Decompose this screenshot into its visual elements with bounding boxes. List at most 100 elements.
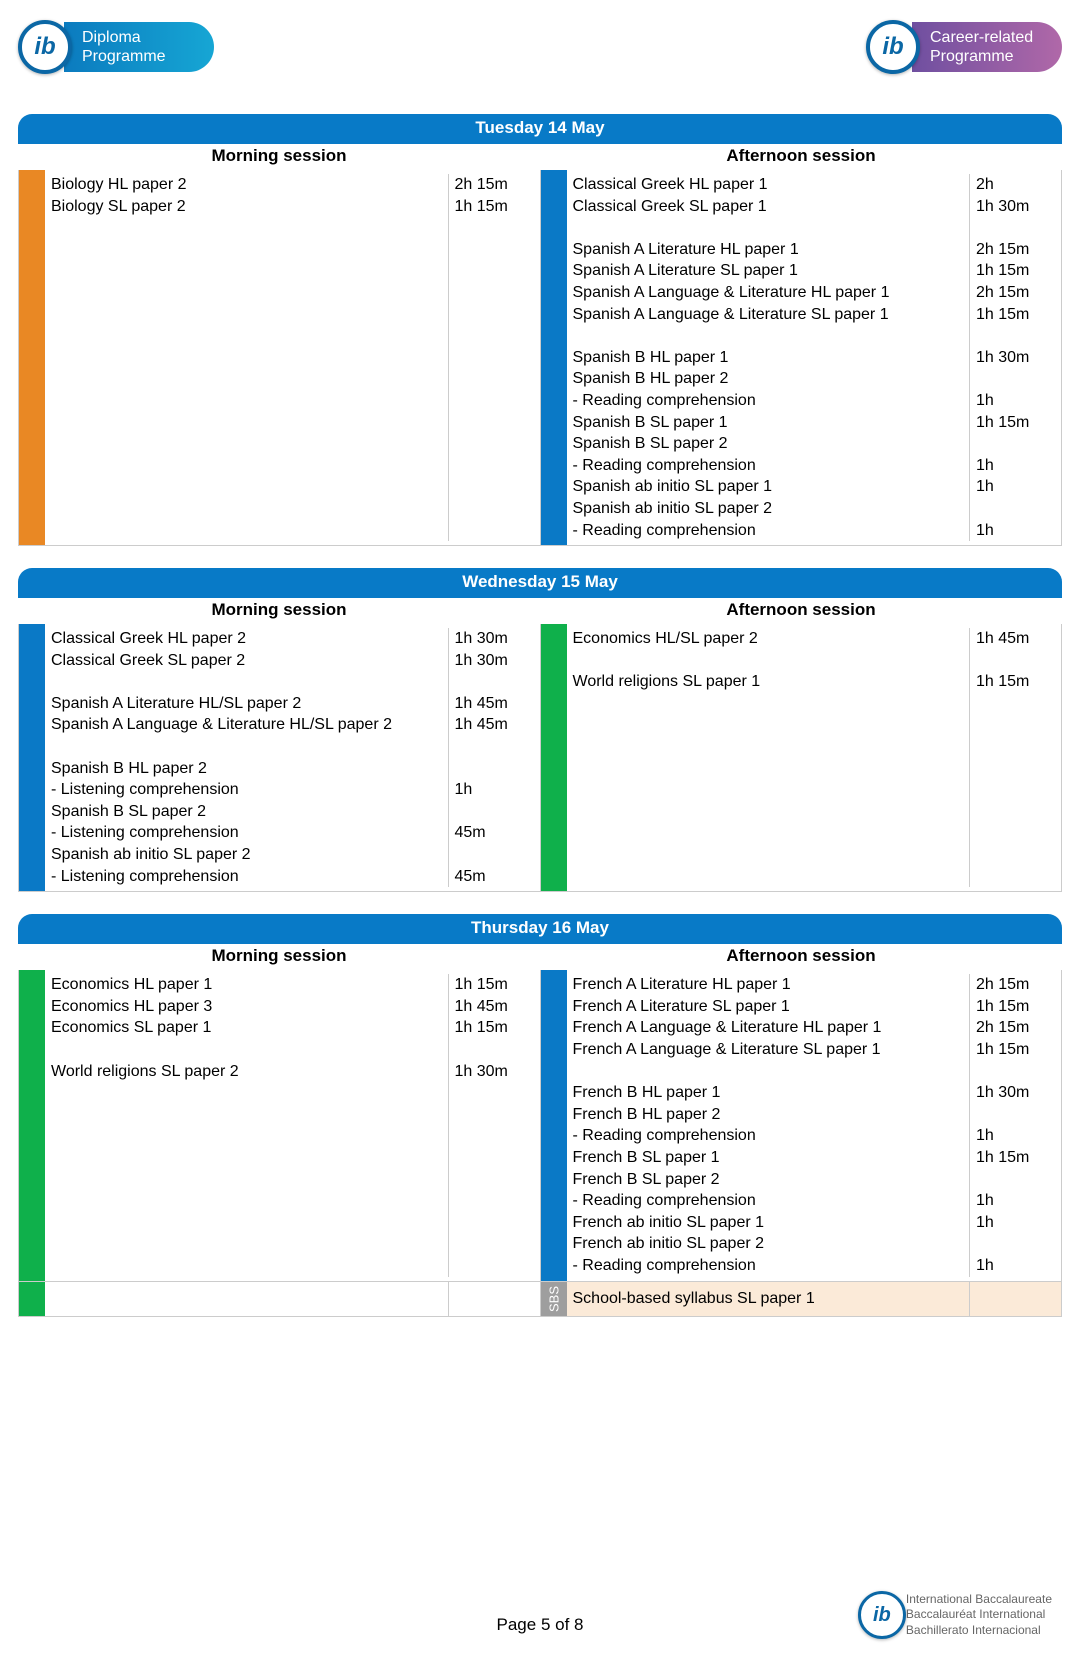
exam-name bbox=[51, 736, 448, 758]
exam-duration bbox=[455, 1233, 540, 1255]
exam-duration bbox=[455, 520, 540, 542]
exam-name bbox=[573, 650, 970, 672]
footer-line: International Baccalaureate bbox=[906, 1592, 1052, 1608]
color-stripe bbox=[541, 970, 567, 1280]
exam-duration bbox=[455, 1039, 540, 1061]
exam-duration: 1h bbox=[455, 779, 540, 801]
exam-duration bbox=[976, 844, 1061, 866]
exam-duration bbox=[455, 1169, 540, 1191]
diploma-label: Diploma Programme bbox=[64, 22, 214, 72]
exam-schedule: Tuesday 14 MayMorning sessionAfternoon s… bbox=[18, 114, 1062, 1317]
exam-name bbox=[51, 1125, 448, 1147]
exam-name: Spanish A Language & Literature SL paper… bbox=[573, 304, 970, 326]
exam-name: Spanish A Literature HL paper 1 bbox=[573, 239, 970, 261]
exam-duration: 1h 15m bbox=[976, 1039, 1061, 1061]
footer-line: Baccalauréat International bbox=[906, 1607, 1052, 1623]
exam-duration: 2h 15m bbox=[976, 282, 1061, 304]
exam-duration: 1h bbox=[976, 455, 1061, 477]
exam-column: Classical Greek HL paper 2Classical Gree… bbox=[45, 628, 448, 887]
exam-duration bbox=[976, 368, 1061, 390]
exam-duration: 1h 15m bbox=[455, 196, 540, 218]
career-label: Career-related Programme bbox=[912, 22, 1062, 72]
exam-name: French A Language & Literature HL paper … bbox=[573, 1017, 970, 1039]
exam-duration bbox=[455, 390, 540, 412]
exam-name: - Reading comprehension bbox=[573, 1190, 970, 1212]
day-title: Tuesday 14 May bbox=[18, 114, 1062, 144]
exam-column: French A Literature HL paper 1French A L… bbox=[567, 974, 970, 1276]
exam-name bbox=[51, 476, 448, 498]
morning-session: Economics HL paper 1Economics HL paper 3… bbox=[19, 970, 540, 1280]
page-number: Page 5 of 8 bbox=[497, 1615, 584, 1634]
exam-name bbox=[51, 325, 448, 347]
exam-duration bbox=[976, 650, 1061, 672]
exam-duration bbox=[976, 736, 1061, 758]
exam-name bbox=[573, 822, 970, 844]
morning-header: Morning session bbox=[18, 144, 540, 170]
career-line1: Career-related bbox=[930, 28, 1034, 47]
exam-duration: 2h 15m bbox=[976, 974, 1061, 996]
exam-name: Spanish A Literature SL paper 1 bbox=[573, 260, 970, 282]
exam-name bbox=[573, 758, 970, 780]
exam-duration bbox=[455, 1212, 540, 1234]
diploma-programme-logo: ib Diploma Programme bbox=[18, 20, 214, 74]
exam-duration: 1h 15m bbox=[976, 1147, 1061, 1169]
exam-column: Biology HL paper 2Biology SL paper 2 bbox=[45, 174, 448, 541]
sbs-exam-name: School-based syllabus SL paper 1 bbox=[567, 1282, 970, 1316]
exam-name bbox=[573, 325, 970, 347]
exam-duration bbox=[976, 822, 1061, 844]
color-stripe bbox=[19, 970, 45, 1280]
exam-duration bbox=[976, 779, 1061, 801]
exam-duration bbox=[455, 217, 540, 239]
exam-duration bbox=[455, 455, 540, 477]
exam-name: - Reading comprehension bbox=[573, 1255, 970, 1277]
exam-name: Spanish ab initio SL paper 1 bbox=[573, 476, 970, 498]
exam-duration: 1h 45m bbox=[455, 996, 540, 1018]
exam-duration: 1h 15m bbox=[976, 260, 1061, 282]
color-stripe bbox=[541, 170, 567, 545]
exam-name bbox=[51, 1147, 448, 1169]
exam-name: Spanish B HL paper 2 bbox=[51, 758, 448, 780]
exam-name: French B HL paper 2 bbox=[573, 1104, 970, 1126]
exam-name: - Reading comprehension bbox=[573, 1125, 970, 1147]
exam-duration: 2h 15m bbox=[976, 1017, 1061, 1039]
footer-text: International Baccalaureate Baccalauréat… bbox=[906, 1592, 1052, 1639]
exam-duration: 1h 45m bbox=[455, 714, 540, 736]
exam-name: - Listening comprehension bbox=[51, 822, 448, 844]
exam-name: World religions SL paper 1 bbox=[573, 671, 970, 693]
exam-name: French B HL paper 1 bbox=[573, 1082, 970, 1104]
duration-column: 2h1h 30m 2h 15m1h 15m2h 15m1h 15m 1h 30m… bbox=[969, 174, 1061, 541]
exam-name bbox=[51, 239, 448, 261]
exam-duration: 1h 45m bbox=[976, 628, 1061, 650]
exam-duration bbox=[976, 1104, 1061, 1126]
exam-name: Classical Greek SL paper 2 bbox=[51, 650, 448, 672]
exam-duration: 1h 15m bbox=[455, 1017, 540, 1039]
exam-name: Spanish A Literature HL/SL paper 2 bbox=[51, 693, 448, 715]
exam-duration: 1h 15m bbox=[455, 974, 540, 996]
exam-column: Economics HL/SL paper 2 World religions … bbox=[567, 628, 970, 887]
exam-duration bbox=[455, 736, 540, 758]
exam-name: Biology HL paper 2 bbox=[51, 174, 448, 196]
exam-duration: 1h bbox=[976, 1212, 1061, 1234]
exam-name bbox=[51, 368, 448, 390]
exam-name: Economics HL/SL paper 2 bbox=[573, 628, 970, 650]
afternoon-session: Classical Greek HL paper 1Classical Gree… bbox=[540, 170, 1062, 545]
afternoon-session: French A Literature HL paper 1French A L… bbox=[540, 970, 1062, 1280]
duration-column: 1h 30m1h 30m 1h 45m1h 45m 1h 45m 45m bbox=[448, 628, 540, 887]
exam-duration bbox=[455, 476, 540, 498]
exam-duration: 1h 30m bbox=[455, 650, 540, 672]
day-title: Wednesday 15 May bbox=[18, 568, 1062, 598]
exam-duration bbox=[455, 1082, 540, 1104]
exam-duration bbox=[455, 433, 540, 455]
exam-name: Biology SL paper 2 bbox=[51, 196, 448, 218]
exam-name: - Listening comprehension bbox=[51, 866, 448, 888]
exam-duration bbox=[455, 1104, 540, 1126]
exam-name bbox=[573, 844, 970, 866]
duration-column: 1h 45m 1h 15m bbox=[969, 628, 1061, 887]
exam-duration bbox=[976, 714, 1061, 736]
day-body: Classical Greek HL paper 2Classical Gree… bbox=[18, 624, 1062, 892]
exam-name: - Reading comprehension bbox=[573, 390, 970, 412]
exam-name: Spanish B SL paper 2 bbox=[573, 433, 970, 455]
exam-duration: 2h bbox=[976, 174, 1061, 196]
exam-name bbox=[51, 347, 448, 369]
morning-header: Morning session bbox=[18, 944, 540, 970]
